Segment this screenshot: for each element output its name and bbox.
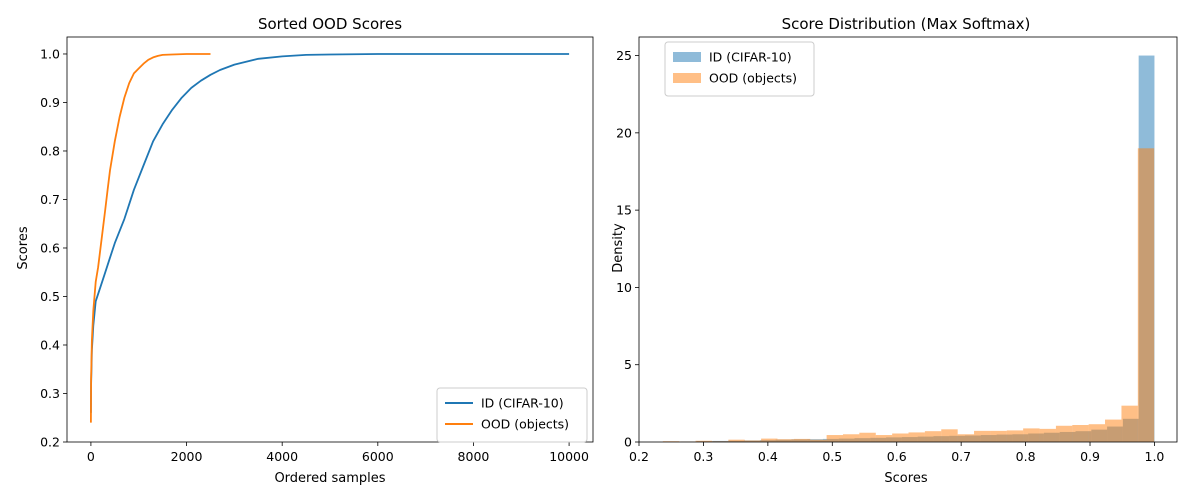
x-tick-label: 1.0 bbox=[1145, 449, 1165, 464]
chart-title: Score Distribution (Max Softmax) bbox=[782, 15, 1031, 33]
y-tick-label: 5 bbox=[624, 357, 632, 372]
y-tick-label: 0.4 bbox=[40, 337, 60, 352]
histogram-bar bbox=[1105, 419, 1122, 442]
y-tick-label: 0.9 bbox=[40, 95, 60, 110]
series-line bbox=[90, 53, 570, 413]
x-tick-label: 0.2 bbox=[629, 449, 649, 464]
histogram-bar bbox=[761, 438, 778, 442]
y-tick-label: 0.8 bbox=[40, 143, 60, 158]
histogram-bar bbox=[941, 429, 958, 442]
y-tick-label: 25 bbox=[616, 48, 632, 63]
plot-frame bbox=[638, 36, 1178, 443]
histogram-bar bbox=[974, 430, 991, 442]
histogram-bar bbox=[875, 435, 893, 442]
legend-box bbox=[664, 41, 815, 97]
histogram-bar bbox=[1023, 428, 1040, 442]
y-tick-label: 0.7 bbox=[40, 192, 60, 207]
y-tick-label: 1.0 bbox=[40, 46, 60, 61]
legend-label: OOD (objects) bbox=[481, 417, 569, 432]
x-tick-label: 10000 bbox=[549, 449, 589, 464]
histogram-bar bbox=[1121, 405, 1138, 442]
y-tick-label: 10 bbox=[616, 280, 632, 295]
histogram-bar bbox=[810, 439, 827, 442]
y-axis-label: Scores bbox=[16, 226, 31, 269]
histogram-bar bbox=[1055, 425, 1073, 442]
histogram-bar bbox=[924, 431, 942, 442]
x-tick-label: 0.5 bbox=[822, 449, 842, 464]
legend-label: ID (CIFAR-10) bbox=[481, 396, 564, 411]
y-tick-label: 0.2 bbox=[40, 435, 60, 450]
x-tick-label: 0.9 bbox=[1080, 449, 1100, 464]
x-tick-label: 6000 bbox=[362, 449, 394, 464]
histogram-bar bbox=[695, 440, 712, 442]
line-chart-sorted-scores: Sorted OOD Scores 0 2000 4000 6000 8000 10000… bbox=[16, 15, 594, 486]
y-tick-label: 0 bbox=[624, 435, 632, 450]
y-tick-label: 0.3 bbox=[40, 386, 60, 401]
x-tick-label: 0.3 bbox=[693, 449, 713, 464]
histogram-bar bbox=[777, 439, 794, 442]
histogram-score-distribution: Score Distribution (Max Softmax) 0.2 0.3 0… bbox=[611, 15, 1178, 486]
legend-label: ID (CIFAR-10) bbox=[709, 50, 792, 65]
histogram-bar bbox=[793, 438, 811, 442]
x-tick-label: 8000 bbox=[458, 449, 490, 464]
legend-box bbox=[436, 387, 588, 443]
histogram-bar bbox=[826, 435, 843, 442]
x-tick-label: 0.4 bbox=[758, 449, 778, 464]
series-line bbox=[90, 53, 211, 423]
histogram-bar bbox=[892, 433, 909, 442]
y-tick-label: 0.5 bbox=[40, 289, 60, 304]
x-tick-label: 0.7 bbox=[951, 449, 971, 464]
histogram-bar bbox=[728, 439, 745, 442]
histogram-bar bbox=[859, 432, 876, 442]
histogram-bar bbox=[957, 434, 975, 442]
legend-label: OOD (objects) bbox=[709, 71, 797, 86]
histogram-bar bbox=[990, 430, 1007, 442]
x-axis-label: Ordered samples bbox=[274, 471, 385, 486]
histogram-bar bbox=[1072, 425, 1089, 442]
chart-title: Sorted OOD Scores bbox=[258, 15, 402, 33]
y-tick-label: 0.6 bbox=[40, 240, 60, 255]
x-axis-label: Scores bbox=[884, 471, 927, 486]
x-tick-label: 2000 bbox=[171, 449, 203, 464]
histogram-bar bbox=[1137, 148, 1155, 443]
histogram-bar bbox=[842, 434, 860, 442]
histogram-bar bbox=[1088, 424, 1106, 442]
x-tick-label: 4000 bbox=[266, 449, 298, 464]
y-tick-label: 15 bbox=[616, 203, 632, 218]
histogram-bar bbox=[908, 432, 925, 442]
x-tick-label: 0.8 bbox=[1016, 449, 1036, 464]
legend-swatch bbox=[673, 52, 701, 62]
legend-swatch bbox=[673, 73, 701, 83]
histogram-bar bbox=[744, 440, 762, 442]
y-axis-label: Density bbox=[611, 223, 626, 273]
y-tick-label: 20 bbox=[616, 125, 632, 140]
x-tick-label: 0 bbox=[87, 449, 95, 464]
histogram-bar bbox=[1039, 428, 1056, 442]
plot-frame bbox=[66, 36, 594, 443]
x-tick-label: 0.6 bbox=[887, 449, 907, 464]
histogram-bar bbox=[1006, 430, 1024, 442]
